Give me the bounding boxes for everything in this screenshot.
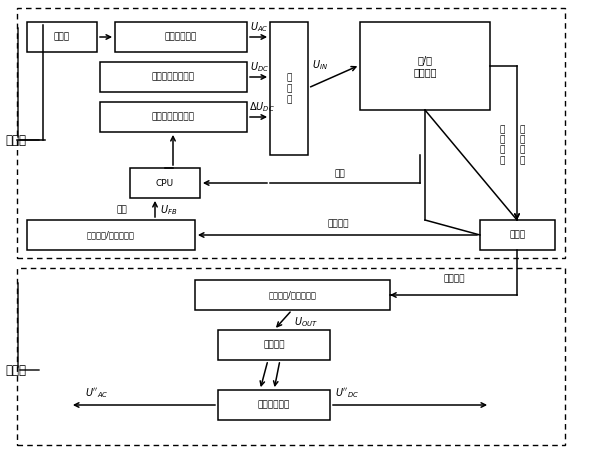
- Bar: [130, 168, 200, 198]
- Bar: [195, 280, 390, 310]
- Bar: [17, 268, 565, 445]
- Text: $\Delta U_{DC}$: $\Delta U_{DC}$: [249, 100, 275, 114]
- Bar: [218, 330, 330, 360]
- Text: 信号调理模块: 信号调理模块: [165, 32, 197, 41]
- Text: 低压侧: 低压侧: [5, 364, 26, 377]
- Bar: [27, 220, 195, 250]
- Text: 采样: 采样: [334, 169, 345, 178]
- Text: 加
法
器: 加 法 器: [287, 73, 292, 104]
- Text: $U_{AC}$: $U_{AC}$: [250, 20, 269, 34]
- Text: 信号分离模块: 信号分离模块: [258, 400, 290, 410]
- Text: 第
一
光
纤: 第 一 光 纤: [500, 125, 506, 165]
- Text: $U_{FB}$: $U_{FB}$: [160, 203, 177, 217]
- Text: 第二光纤: 第二光纤: [327, 219, 349, 228]
- Bar: [270, 22, 308, 155]
- Text: 第
一
光
纤: 第 一 光 纤: [520, 125, 525, 165]
- Text: 高压侧光/电转换模块: 高压侧光/电转换模块: [87, 230, 135, 239]
- Text: 偏置补偿生成模块: 偏置补偿生成模块: [152, 112, 195, 121]
- Text: 传感头: 传感头: [54, 32, 70, 41]
- Text: 电/光
转换模块: 电/光 转换模块: [413, 55, 437, 77]
- Text: $U''_{DC}$: $U''_{DC}$: [335, 386, 359, 400]
- Text: CPU: CPU: [156, 179, 174, 188]
- Text: 滤波模块: 滤波模块: [263, 341, 285, 350]
- Bar: [100, 102, 247, 132]
- Text: 采样: 采样: [116, 206, 127, 215]
- Text: 第三光纤: 第三光纤: [443, 274, 465, 283]
- Text: $U''_{AC}$: $U''_{AC}$: [85, 386, 108, 400]
- Text: 偏置电压生成模块: 偏置电压生成模块: [152, 73, 195, 82]
- Bar: [218, 390, 330, 420]
- Bar: [100, 62, 247, 92]
- Text: $U_{DC}$: $U_{DC}$: [250, 60, 269, 74]
- Text: 分光器: 分光器: [510, 230, 526, 239]
- Bar: [17, 8, 565, 258]
- Bar: [27, 22, 97, 52]
- Bar: [115, 22, 247, 52]
- Bar: [480, 220, 555, 250]
- Text: 低压侧光/电转换模块: 低压侧光/电转换模块: [269, 290, 317, 299]
- Text: $U_{IN}$: $U_{IN}$: [312, 58, 328, 72]
- Text: 高压侧: 高压侧: [5, 133, 26, 147]
- Text: $U_{OUT}$: $U_{OUT}$: [294, 315, 318, 329]
- Bar: [360, 22, 490, 110]
